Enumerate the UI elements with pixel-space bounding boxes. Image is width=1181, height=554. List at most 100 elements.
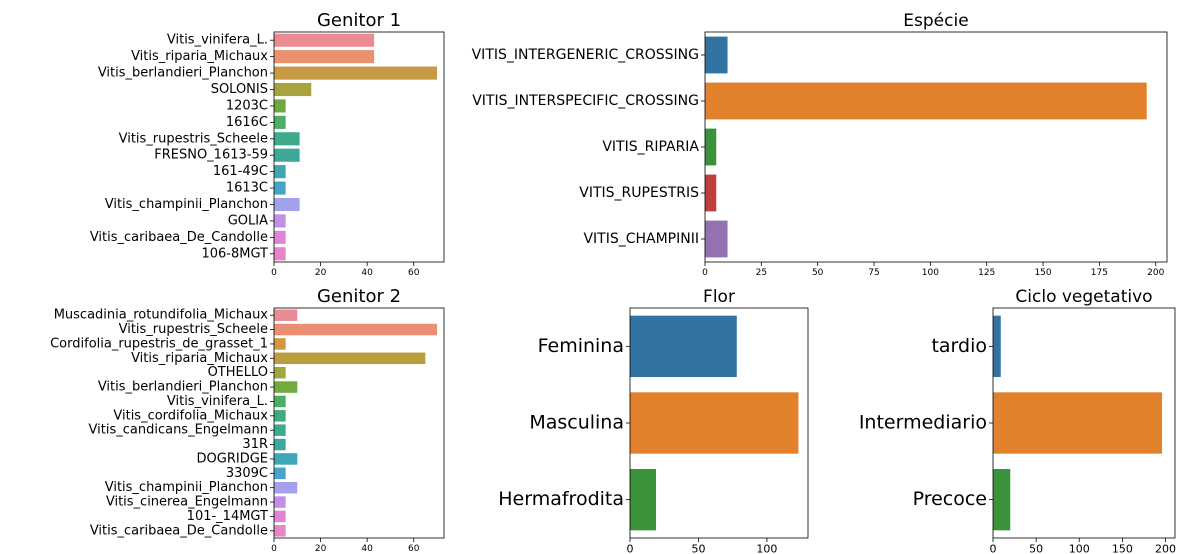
x-tick-label: 0 xyxy=(990,543,997,554)
y-tick-label: Hermafrodita xyxy=(498,488,624,510)
bar xyxy=(274,496,286,508)
bar xyxy=(274,438,286,451)
y-tick-label: Precoce xyxy=(913,488,987,510)
y-tick-label: VITIS_CHAMPINII xyxy=(583,231,699,247)
bar xyxy=(705,220,728,258)
y-tick-label: 1616C xyxy=(226,115,268,130)
y-tick-label: 106-8MGT xyxy=(201,246,268,261)
y-tick-label: 101-_14MGT xyxy=(187,509,268,524)
x-tick-label: 175 xyxy=(1091,268,1108,278)
x-tick-label: 25 xyxy=(756,268,767,278)
bar xyxy=(993,315,1001,377)
bar xyxy=(274,197,300,212)
x-tick-label: 50 xyxy=(691,543,705,554)
x-tick-label: 200 xyxy=(1147,268,1164,278)
y-tick-label: Vitis_vinifera_L. xyxy=(167,394,268,409)
bar xyxy=(705,174,717,212)
bar xyxy=(274,525,286,537)
y-tick-label: VITIS_RUPESTRIS xyxy=(579,185,699,201)
bar xyxy=(274,165,286,179)
y-tick-label: VITIS_INTERSPECIFIC_CROSSING xyxy=(472,93,699,109)
x-tick-label: 100 xyxy=(1069,543,1090,554)
bar xyxy=(705,82,1147,120)
x-tick-label: 75 xyxy=(868,268,879,278)
bar xyxy=(274,50,375,64)
y-tick-label: Vitis_riparia_Michaux xyxy=(131,351,268,366)
x-tick-label: 20 xyxy=(315,544,327,554)
x-tick-label: 0 xyxy=(271,268,277,278)
y-tick-label: Vitis_riparia_Michaux xyxy=(131,49,268,64)
y-tick-label: 3309C xyxy=(226,466,268,481)
bar xyxy=(630,392,799,454)
bar xyxy=(274,395,286,408)
y-tick-label: Vitis_champinii_Planchon xyxy=(105,480,268,495)
bar xyxy=(274,82,312,97)
y-tick-label: Masculina xyxy=(529,412,624,434)
y-tick-label: Vitis_rupestris_Scheele xyxy=(119,322,268,337)
plot-frame xyxy=(992,307,1176,539)
y-tick-label: tardio xyxy=(931,335,987,357)
y-tick-label: Vitis_berlandieri_Planchon xyxy=(98,66,268,81)
y-tick-label: DOGRIDGE xyxy=(197,451,268,466)
bar xyxy=(705,36,728,74)
x-tick-label: 20 xyxy=(315,268,327,278)
y-tick-label: Vitis_vinifera_L. xyxy=(167,33,268,48)
y-tick-label: 1613C xyxy=(226,181,268,196)
y-tick-label: VITIS_RIPARIA xyxy=(602,139,699,155)
bar xyxy=(274,338,286,350)
bar xyxy=(274,66,438,80)
y-tick-label: SOLONIS xyxy=(211,82,268,97)
bar xyxy=(274,381,298,393)
y-tick-label: FRESNO_1613-59 xyxy=(154,148,268,163)
y-tick-label: GOLIA xyxy=(228,213,268,228)
x-tick-label: 60 xyxy=(408,544,420,554)
y-tick-label: Vitis_caribaea_De_Candolle xyxy=(90,523,268,538)
x-tick-label: 100 xyxy=(756,543,777,554)
chart-title: Flor xyxy=(703,287,735,307)
bar xyxy=(274,115,286,129)
bar xyxy=(274,453,298,465)
bar xyxy=(274,323,438,336)
y-tick-label: Vitis_champinii_Planchon xyxy=(105,197,268,212)
y-tick-label: Vitis_rupestris_Scheele xyxy=(119,131,268,146)
chart-title: Genitor 2 xyxy=(317,286,401,307)
x-tick-label: 150 xyxy=(1112,543,1133,554)
y-tick-label: 1203C xyxy=(226,98,268,113)
x-tick-label: 0 xyxy=(271,544,277,554)
plot-frame xyxy=(273,307,445,539)
bar xyxy=(274,424,286,436)
y-tick-label: Vitis_cinerea_Engelmann xyxy=(106,495,268,510)
x-tick-label: 125 xyxy=(978,268,995,278)
bar xyxy=(274,352,426,365)
bar xyxy=(274,366,286,379)
x-tick-label: 0 xyxy=(702,268,708,278)
chart-title: Genitor 1 xyxy=(317,10,401,31)
plot-frame xyxy=(704,31,1168,263)
y-tick-label: Intermediario xyxy=(859,412,987,434)
y-tick-label: Vitis_berlandieri_Planchon xyxy=(98,380,268,395)
x-tick-label: 40 xyxy=(361,544,373,554)
x-tick-label: 50 xyxy=(1029,543,1043,554)
x-tick-label: 40 xyxy=(361,268,373,278)
plot-frame xyxy=(629,307,809,539)
y-tick-label: VITIS_INTERGENERIC_CROSSING xyxy=(472,47,699,63)
chart-title: Ciclo vegetativo xyxy=(1015,287,1152,307)
y-tick-label: Feminina xyxy=(538,335,624,357)
x-tick-label: 0 xyxy=(627,543,634,554)
y-tick-label: 161-49C xyxy=(213,164,268,179)
bar xyxy=(630,315,737,377)
bar xyxy=(993,469,1011,531)
bar xyxy=(274,132,300,146)
y-tick-label: Vitis_caribaea_De_Candolle xyxy=(90,230,268,245)
bar xyxy=(630,469,657,531)
y-tick-label: OTHELLO xyxy=(208,365,268,380)
bar xyxy=(274,148,300,162)
y-tick-label: Muscadinia_rotundifolia_Michaux xyxy=(54,308,269,323)
bar xyxy=(274,510,286,523)
bar xyxy=(274,410,286,422)
x-tick-label: 60 xyxy=(408,268,420,278)
x-tick-label: 50 xyxy=(812,268,824,278)
bar xyxy=(274,181,286,195)
y-tick-label: Vitis_cordifolia_Michaux xyxy=(113,408,268,423)
